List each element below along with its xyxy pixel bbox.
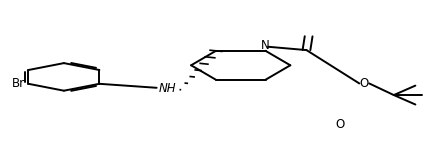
Text: O: O bbox=[335, 118, 345, 131]
Text: N: N bbox=[261, 38, 270, 52]
Text: O: O bbox=[359, 77, 368, 90]
Text: NH: NH bbox=[158, 82, 176, 95]
Text: Br: Br bbox=[12, 77, 25, 90]
